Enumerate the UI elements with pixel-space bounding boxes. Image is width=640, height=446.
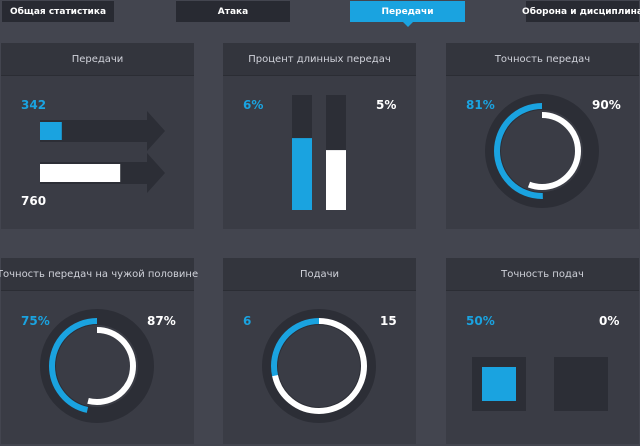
tab-bar: Общая статистика Атака Передачи Оборона … xyxy=(0,0,640,27)
panel-opp-half-accuracy: Точность передач на чужой половине 75% 8… xyxy=(0,258,198,444)
panel-crosses: Подачи 6 15 xyxy=(223,258,416,444)
long-passes-value-b: 5% xyxy=(376,98,397,112)
panel-title: Процент длинных передач xyxy=(223,43,416,76)
panel-title: Передачи xyxy=(1,43,194,76)
panel-long-passes: Процент длинных передач 6% 5% xyxy=(223,43,416,229)
cross-accuracy-value-a: 50% xyxy=(466,314,495,328)
crosses-value-a: 6 xyxy=(243,314,252,328)
cross-accuracy-fill-a xyxy=(482,367,516,401)
opp-half-value-b: 87% xyxy=(147,314,176,328)
opp-half-ring-a xyxy=(49,318,145,414)
crosses-value-b: 15 xyxy=(380,314,397,328)
long-passes-bar-b xyxy=(326,150,346,210)
passes-bar-b xyxy=(40,164,121,182)
pass-accuracy-ring-a xyxy=(494,103,590,199)
panel-title: Точность передач xyxy=(446,43,639,76)
long-passes-value-a: 6% xyxy=(243,98,264,112)
opp-half-ring-b xyxy=(58,327,136,405)
panel-cross-accuracy: Точность подач 50% 0% xyxy=(446,258,639,444)
cross-accuracy-square-b xyxy=(554,357,608,411)
panel-pass-accuracy: Точность передач 81% 90% xyxy=(446,43,639,229)
crosses-rings-graphic xyxy=(262,309,376,423)
tab-general-stats[interactable]: Общая статистика xyxy=(2,1,114,22)
tab-passes[interactable]: Передачи xyxy=(350,1,465,27)
tab-attack[interactable]: Атака xyxy=(176,1,290,22)
opp-half-value-a: 75% xyxy=(21,314,50,328)
passes-bar-a xyxy=(40,122,62,140)
tab-defense-discipline[interactable]: Оборона и дисциплина xyxy=(522,1,640,22)
cross-accuracy-squares-graphic xyxy=(472,357,608,411)
panel-passes: Передачи 342 760 xyxy=(1,43,194,229)
pass-accuracy-value-a: 81% xyxy=(466,98,495,112)
crosses-ring-b xyxy=(271,318,367,414)
pass-accuracy-rings-graphic xyxy=(485,94,599,208)
long-passes-bar-a xyxy=(292,138,312,210)
passes-arrows-graphic xyxy=(40,111,165,193)
opp-half-accuracy-rings-graphic xyxy=(40,309,154,423)
panel-title: Подачи xyxy=(223,258,416,291)
long-passes-bars-graphic xyxy=(292,95,346,210)
pass-accuracy-value-b: 90% xyxy=(592,98,621,112)
passes-value-b: 760 xyxy=(21,194,47,208)
panel-title: Точность передач на чужой половине xyxy=(0,258,198,291)
cross-accuracy-value-b: 0% xyxy=(599,314,620,328)
pass-accuracy-ring-b xyxy=(503,112,581,190)
passes-value-a: 342 xyxy=(21,98,47,112)
panel-title: Точность подач xyxy=(446,258,639,291)
arrow-track-top xyxy=(40,111,165,151)
